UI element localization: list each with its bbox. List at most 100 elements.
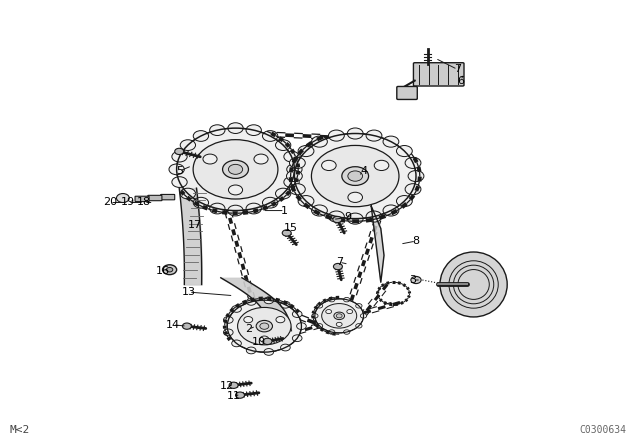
- FancyBboxPatch shape: [148, 195, 162, 201]
- Text: 11: 11: [227, 392, 241, 401]
- Circle shape: [262, 131, 278, 142]
- Circle shape: [175, 148, 184, 155]
- Circle shape: [232, 340, 241, 347]
- Ellipse shape: [440, 252, 508, 317]
- Circle shape: [264, 297, 274, 304]
- Circle shape: [246, 125, 261, 135]
- Circle shape: [260, 323, 269, 329]
- FancyBboxPatch shape: [397, 86, 417, 99]
- Circle shape: [322, 304, 356, 328]
- Circle shape: [244, 317, 253, 323]
- Circle shape: [275, 140, 291, 151]
- Circle shape: [237, 307, 291, 345]
- Circle shape: [312, 146, 399, 207]
- Circle shape: [280, 302, 290, 308]
- Text: C0300634: C0300634: [579, 426, 626, 435]
- Circle shape: [180, 140, 196, 151]
- Circle shape: [203, 154, 217, 164]
- Circle shape: [408, 171, 424, 181]
- Text: 16: 16: [156, 266, 170, 276]
- Circle shape: [397, 195, 412, 207]
- Circle shape: [228, 123, 243, 134]
- Circle shape: [246, 203, 261, 214]
- Circle shape: [280, 344, 290, 351]
- Circle shape: [294, 134, 416, 219]
- Circle shape: [312, 205, 328, 216]
- Circle shape: [348, 213, 363, 224]
- Text: 9: 9: [344, 212, 351, 222]
- Circle shape: [316, 323, 323, 328]
- Circle shape: [223, 317, 233, 323]
- Circle shape: [326, 310, 332, 314]
- Circle shape: [228, 164, 243, 174]
- Circle shape: [342, 167, 369, 185]
- Text: 10: 10: [252, 337, 266, 347]
- Text: 6: 6: [458, 76, 464, 86]
- Circle shape: [348, 171, 362, 181]
- Circle shape: [312, 136, 328, 147]
- Circle shape: [397, 146, 412, 157]
- Circle shape: [275, 188, 291, 199]
- Circle shape: [210, 203, 225, 214]
- Text: 8: 8: [412, 236, 420, 246]
- Circle shape: [336, 314, 342, 318]
- Circle shape: [284, 151, 299, 162]
- Circle shape: [284, 177, 299, 187]
- Circle shape: [193, 197, 209, 208]
- Circle shape: [169, 164, 184, 175]
- Circle shape: [328, 211, 344, 222]
- Circle shape: [298, 146, 314, 157]
- Circle shape: [264, 349, 274, 355]
- Text: 14: 14: [166, 320, 180, 330]
- Text: 19: 19: [121, 198, 135, 207]
- Circle shape: [210, 125, 225, 135]
- Circle shape: [232, 306, 241, 312]
- Circle shape: [172, 151, 187, 162]
- Circle shape: [292, 311, 302, 318]
- Circle shape: [328, 330, 335, 334]
- Text: 7: 7: [335, 257, 343, 267]
- Circle shape: [347, 310, 353, 314]
- Circle shape: [177, 128, 294, 211]
- Circle shape: [312, 314, 318, 318]
- Circle shape: [256, 320, 273, 332]
- Circle shape: [356, 323, 362, 328]
- Circle shape: [163, 265, 177, 275]
- Circle shape: [360, 314, 367, 318]
- Circle shape: [344, 297, 350, 302]
- Circle shape: [193, 131, 209, 142]
- Circle shape: [405, 184, 421, 195]
- Circle shape: [223, 160, 248, 178]
- Text: 5: 5: [176, 166, 182, 176]
- Circle shape: [116, 194, 129, 202]
- Circle shape: [333, 263, 342, 270]
- Circle shape: [333, 216, 342, 223]
- Text: 3: 3: [410, 275, 416, 285]
- Circle shape: [315, 299, 364, 333]
- FancyBboxPatch shape: [413, 63, 464, 86]
- Text: 18: 18: [137, 198, 151, 207]
- Circle shape: [374, 160, 389, 171]
- Circle shape: [193, 140, 278, 199]
- Circle shape: [411, 276, 421, 284]
- FancyBboxPatch shape: [135, 196, 149, 202]
- Text: 17: 17: [188, 220, 202, 230]
- Circle shape: [254, 154, 268, 164]
- Circle shape: [292, 335, 302, 341]
- Circle shape: [223, 329, 233, 336]
- Circle shape: [344, 330, 350, 334]
- Circle shape: [263, 338, 272, 345]
- Circle shape: [366, 130, 382, 141]
- Circle shape: [316, 304, 323, 308]
- Circle shape: [276, 317, 285, 323]
- Circle shape: [246, 298, 256, 305]
- Circle shape: [334, 312, 344, 319]
- Circle shape: [287, 171, 302, 181]
- Text: 20: 20: [103, 198, 117, 207]
- Circle shape: [336, 322, 342, 327]
- Circle shape: [228, 185, 243, 195]
- Text: 2: 2: [244, 324, 252, 334]
- Circle shape: [287, 164, 302, 175]
- Text: 7: 7: [454, 65, 461, 74]
- Circle shape: [356, 304, 362, 308]
